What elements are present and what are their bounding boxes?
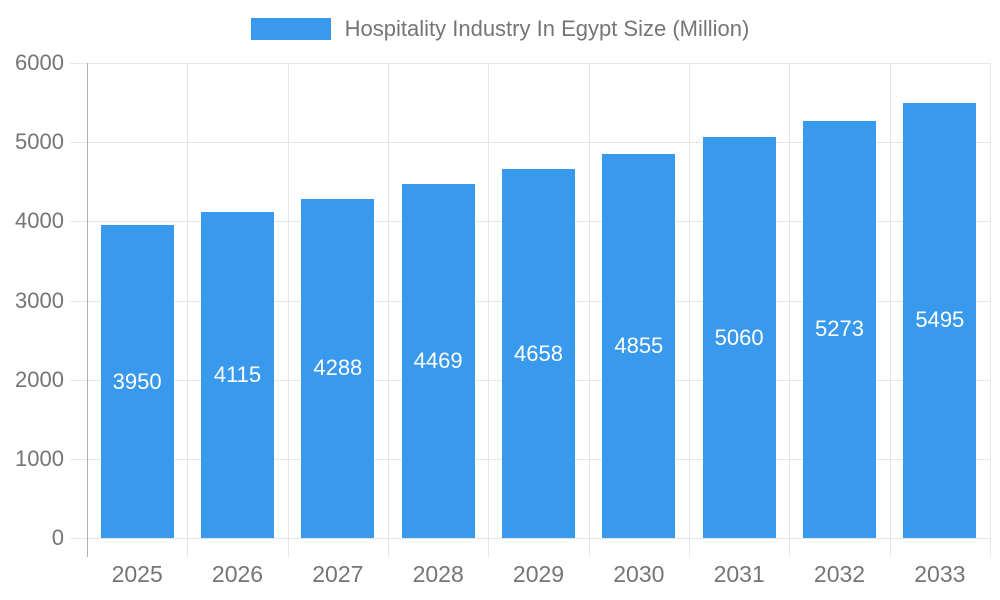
x-gridline bbox=[990, 63, 991, 557]
bar-value-label: 4658 bbox=[514, 340, 563, 366]
x-tick-label: 2029 bbox=[512, 561, 565, 587]
bar[interactable] bbox=[401, 184, 475, 538]
bar-value-label: 5495 bbox=[915, 307, 965, 333]
x-tick-label: 2032 bbox=[813, 561, 866, 587]
x-gridline bbox=[588, 63, 590, 557]
bar-value-label: 4469 bbox=[413, 348, 463, 374]
y-gridline bbox=[70, 538, 990, 539]
bar[interactable] bbox=[301, 198, 375, 538]
bar-value-label: 4115 bbox=[213, 362, 262, 388]
x-tick-label: 2033 bbox=[914, 561, 966, 587]
legend-label: Hospitality Industry In Egypt Size (Mill… bbox=[344, 16, 750, 41]
bar-value-label: 5273 bbox=[815, 316, 864, 342]
bar[interactable] bbox=[903, 102, 977, 538]
y-gridline bbox=[70, 142, 990, 144]
bar[interactable] bbox=[602, 153, 676, 538]
y-tick-label: 3000 bbox=[15, 287, 64, 313]
x-gridline bbox=[388, 63, 389, 557]
legend-swatch bbox=[250, 18, 331, 40]
x-gridline bbox=[488, 63, 490, 557]
bar[interactable] bbox=[201, 212, 274, 538]
y-gridline bbox=[70, 63, 990, 64]
x-tick-label: 2028 bbox=[412, 561, 464, 587]
x-gridline bbox=[689, 63, 690, 557]
x-tick-label: 2030 bbox=[613, 561, 665, 587]
x-tick-label: 2026 bbox=[211, 561, 264, 587]
bar-value-label: 3950 bbox=[112, 368, 162, 394]
legend[interactable]: Hospitality Industry In Egypt Size (Mill… bbox=[0, 11, 1000, 47]
bar-value-label: 4288 bbox=[313, 355, 363, 381]
x-gridline bbox=[889, 63, 891, 557]
bar-value-label: 5060 bbox=[714, 324, 764, 350]
bar-value-label: 4855 bbox=[614, 332, 664, 358]
x-gridline bbox=[287, 63, 289, 557]
y-tick-label: 2000 bbox=[15, 366, 64, 392]
y-axis-line bbox=[87, 63, 88, 557]
y-tick-label: 1000 bbox=[15, 445, 64, 471]
bar[interactable] bbox=[100, 225, 174, 538]
y-tick-label: 6000 bbox=[15, 50, 64, 75]
x-tick-label: 2031 bbox=[713, 561, 765, 587]
bar[interactable] bbox=[702, 137, 776, 538]
y-tick-label: 4000 bbox=[15, 208, 64, 234]
y-tick-label: 5000 bbox=[15, 129, 64, 155]
y-tick-label: 0 bbox=[51, 525, 64, 550]
bar[interactable] bbox=[502, 169, 575, 538]
bar[interactable] bbox=[803, 120, 876, 538]
x-gridline bbox=[789, 63, 791, 557]
x-tick-label: 2027 bbox=[312, 561, 364, 587]
x-tick-label: 2025 bbox=[111, 561, 163, 587]
x-gridline bbox=[187, 63, 189, 557]
